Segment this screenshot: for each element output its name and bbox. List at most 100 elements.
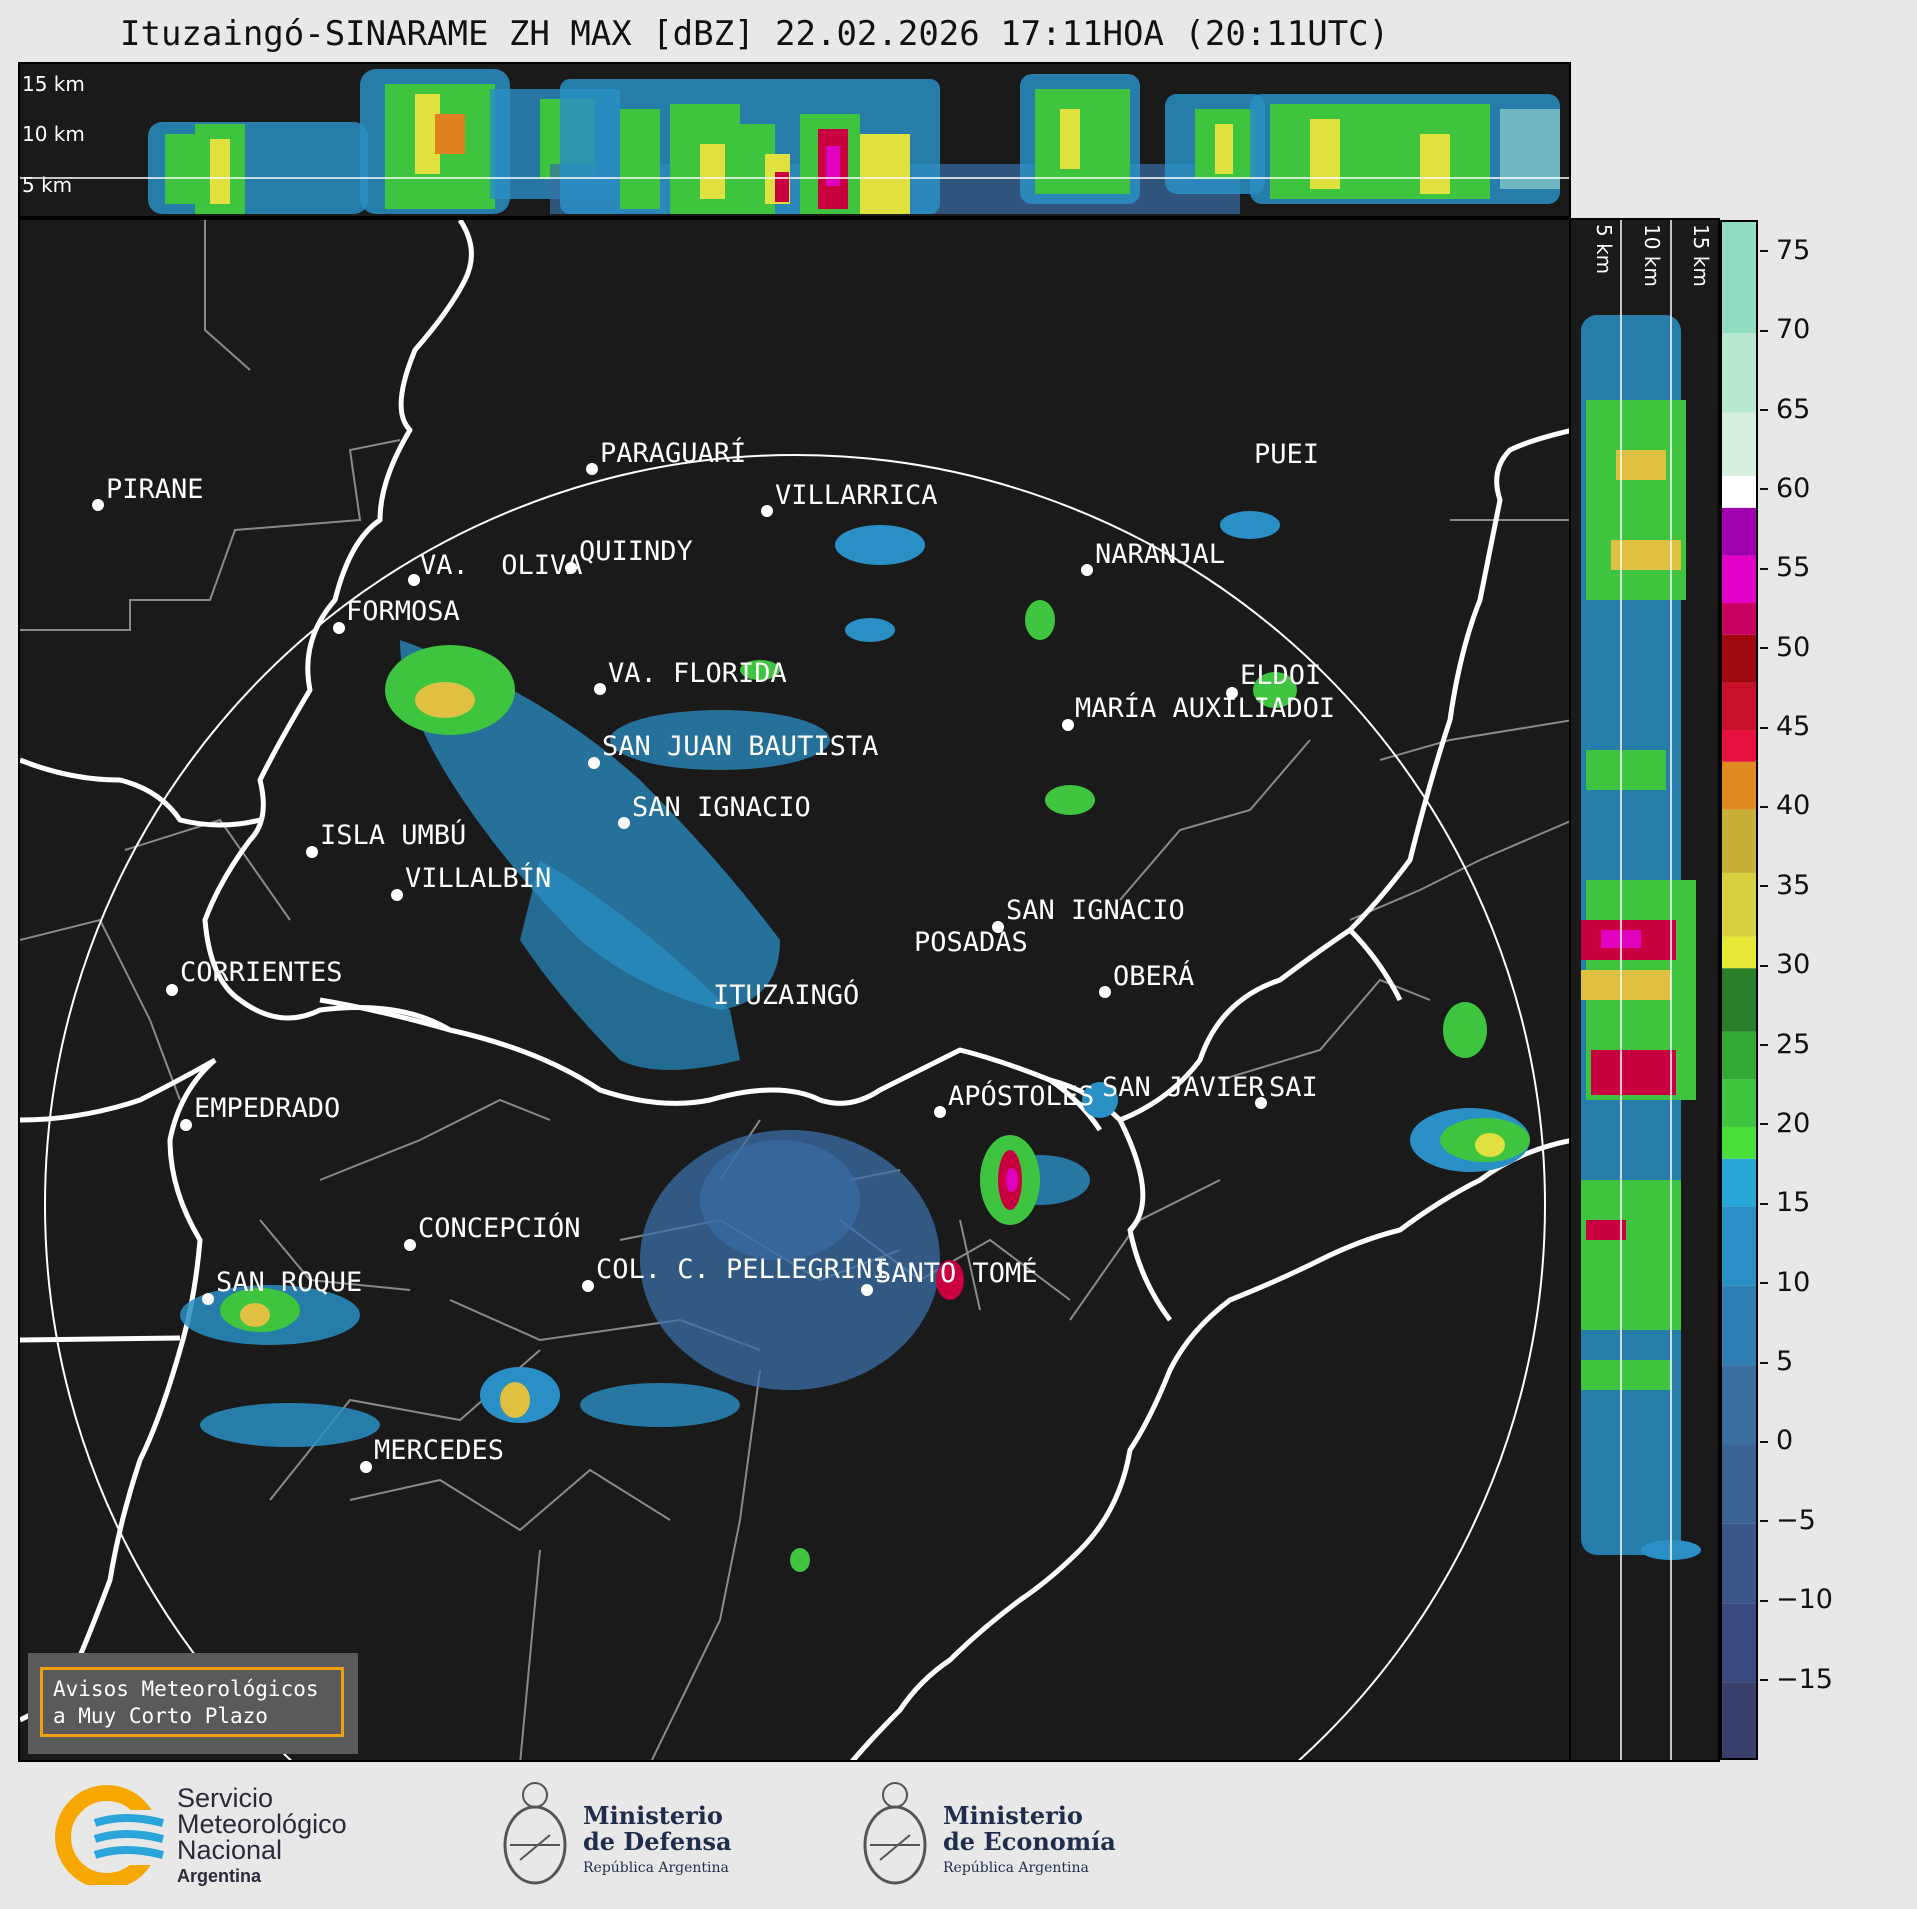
defensa-line2: de Defensa xyxy=(583,1827,732,1856)
side-profile-echoes xyxy=(1581,315,1701,1560)
colorbar-band xyxy=(1722,333,1756,413)
colorbar-tick-label: 25 xyxy=(1760,1029,1810,1060)
colorbar-tick-label: 75 xyxy=(1760,235,1810,266)
city-label: PUEI xyxy=(1254,439,1319,470)
city-label: SAI xyxy=(1269,1072,1318,1103)
colorbar-band xyxy=(1722,936,1756,969)
smn-line2: Meteorológico xyxy=(177,1809,347,1839)
city-label: SAN JUAN BAUTISTA xyxy=(602,731,878,762)
city-label: VA. FLORIDA xyxy=(608,658,787,689)
defensa-line3: República Argentina xyxy=(583,1860,729,1876)
city-label: QUIINDY xyxy=(579,536,693,567)
coat-of-arms-icon xyxy=(503,1782,567,1885)
colorbar-band xyxy=(1722,507,1756,556)
colorbar-band xyxy=(1722,872,1756,937)
altitude-label-15km: 15 km xyxy=(1689,224,1713,287)
colorbar-tick-label: 15 xyxy=(1760,1187,1810,1218)
colorbar-band xyxy=(1722,1079,1756,1127)
city-label: MARÍA AUXILIADOI xyxy=(1075,692,1335,724)
city-label: VILLALBÍN xyxy=(405,862,551,894)
city-label: NARANJAL xyxy=(1095,539,1225,570)
colorbar-band xyxy=(1722,603,1756,635)
city-label: SAN ROQUE xyxy=(216,1267,362,1298)
city-label: FORMOSA xyxy=(346,596,460,627)
altitude-label-5km: 5 km xyxy=(1592,224,1616,274)
range-ring xyxy=(44,454,1546,1760)
coat-of-arms-icon xyxy=(863,1782,927,1885)
ministerio-economia-logo: Ministerio de Economía República Argenti… xyxy=(855,1775,1135,1895)
colorbar-band xyxy=(1722,476,1756,508)
colorbar-band xyxy=(1722,412,1756,477)
economia-line3: República Argentina xyxy=(943,1860,1089,1876)
smn-line4: Argentina xyxy=(177,1866,262,1886)
smn-logo-icon xyxy=(55,1785,165,1885)
city-label: SAN IGNACIO xyxy=(1006,895,1185,926)
province-boundaries xyxy=(20,220,1569,1760)
city-label: OBERÁ xyxy=(1113,960,1194,992)
city-label: ELDOI xyxy=(1240,660,1321,691)
colorbar-tick-label: 10 xyxy=(1760,1267,1810,1298)
city-label: CORRIENTES xyxy=(180,957,343,988)
colorbar-band xyxy=(1722,1523,1756,1604)
radar-map-canvas: PIRANE PARAGUARÍ VILLARRICA QUIINDY VA. … xyxy=(20,220,1569,1760)
city-label: POSADAS xyxy=(914,927,1028,958)
chart-title: Ituzaingó-SINARAME ZH MAX [dBZ] 22.02.20… xyxy=(120,14,1390,54)
colorbar-band xyxy=(1722,968,1756,1032)
colorbar-tick-label: −15 xyxy=(1760,1664,1833,1695)
colorbar-band xyxy=(1722,1603,1756,1683)
colorbar-tick-label: 60 xyxy=(1760,473,1810,504)
colorbar-tick-label: 55 xyxy=(1760,552,1810,583)
altitude-label-10km: 10 km xyxy=(1640,224,1664,287)
economia-line1: Ministerio xyxy=(943,1801,1083,1830)
economia-line2: de Economía xyxy=(943,1827,1116,1856)
colorbar-band xyxy=(1722,1444,1756,1524)
colorbar-band xyxy=(1722,1031,1756,1080)
city-label: APÓSTOLES xyxy=(948,1080,1094,1112)
side-profile-canvas: 5 km 10 km 15 km xyxy=(1581,220,1713,1760)
city-label: SANTO TOMÉ xyxy=(875,1257,1038,1289)
altitude-label-5km: 5 km xyxy=(22,173,72,197)
colorbar-band xyxy=(1722,555,1756,604)
city-label: SAN IGNACIO xyxy=(632,792,811,823)
colorbar-band xyxy=(1722,1682,1756,1758)
avisos-line2: a Muy Corto Plazo xyxy=(53,1704,268,1728)
city-label: ITUZAINGÓ xyxy=(713,979,859,1011)
colorbar-band xyxy=(1722,682,1756,731)
city-label: MERCEDES xyxy=(374,1435,504,1466)
avisos-link[interactable]: Avisos Meteorológicos a Muy Corto Plazo xyxy=(40,1667,344,1737)
city-label: COL. C. PELLEGRINI xyxy=(596,1254,889,1285)
colorbar-tick-label: 35 xyxy=(1760,870,1810,901)
colorbar-band xyxy=(1722,1126,1756,1159)
city-label: ISLA UMBÚ xyxy=(320,819,466,851)
colorbar-gradient xyxy=(1722,222,1756,1758)
smn-line1: Servicio xyxy=(177,1783,274,1813)
city-label: PARAGUARÍ xyxy=(600,437,746,469)
colorbar-band xyxy=(1722,730,1756,762)
colorbar-tick-label: 30 xyxy=(1760,949,1810,980)
side-vertical-profile: 5 km 10 km 15 km xyxy=(1569,218,1720,1762)
colorbar-band xyxy=(1722,809,1756,873)
colorbar-band xyxy=(1722,634,1756,683)
colorbar-band xyxy=(1722,761,1756,810)
top-vertical-profile: 15 km 10 km 5 km xyxy=(18,62,1571,218)
colorbar-tick-label: 20 xyxy=(1760,1108,1810,1139)
colorbar-tick-label: 0 xyxy=(1760,1425,1793,1456)
city-label: SAN JAVIER xyxy=(1102,1072,1265,1103)
defensa-line1: Ministerio xyxy=(583,1801,723,1830)
colorbar-tick-label: 40 xyxy=(1760,790,1810,821)
city-label: PIRANE xyxy=(106,474,204,505)
smn-line3: Nacional xyxy=(177,1835,283,1865)
city-labels: PIRANE PARAGUARÍ VILLARRICA QUIINDY VA. … xyxy=(106,437,1335,1466)
colorbar-tick-label: 70 xyxy=(1760,314,1810,345)
city-markers xyxy=(92,463,1267,1473)
colorbar-band xyxy=(1722,1158,1756,1207)
altitude-label-10km: 10 km xyxy=(22,122,85,146)
colorbar-tick-label: 5 xyxy=(1760,1346,1793,1377)
colorbar-tick-label: 65 xyxy=(1760,394,1810,425)
ministerio-defensa-logo: Ministerio de Defensa República Argentin… xyxy=(495,1775,755,1895)
radar-map: PIRANE PARAGUARÍ VILLARRICA QUIINDY VA. … xyxy=(18,218,1571,1762)
avisos-panel[interactable]: Avisos Meteorológicos a Muy Corto Plazo xyxy=(28,1653,358,1754)
smn-logo: Servicio Meteorológico Nacional Argentin… xyxy=(55,1783,395,1886)
top-profile-echoes xyxy=(148,69,1560,214)
city-label: CONCEPCIÓN xyxy=(418,1212,581,1244)
